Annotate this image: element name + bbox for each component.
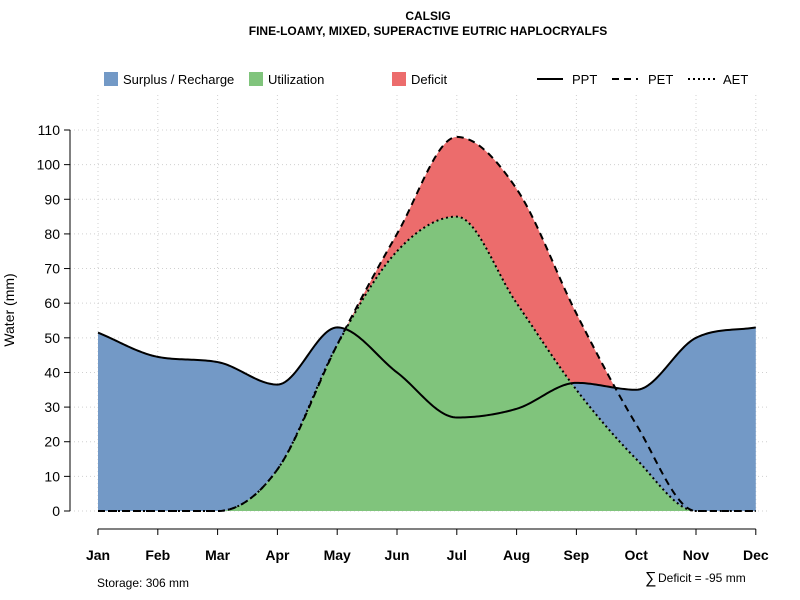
y-tick-label: 90 xyxy=(44,191,60,207)
series-lines xyxy=(97,135,756,512)
ppt-line xyxy=(97,326,756,419)
legend-label-deficit: Deficit xyxy=(411,72,448,87)
x-axis: Jan Feb Mar Apr May Jun Jul Aug Sep Oct Nov Dec xyxy=(86,528,769,563)
deficit-area xyxy=(98,136,756,511)
y-tick-label: 110 xyxy=(38,122,61,138)
x-tick-label: May xyxy=(324,547,351,563)
y-axis-label: Water (mm) xyxy=(1,273,17,346)
pet-line xyxy=(98,135,756,512)
legend-swatch-surplus xyxy=(104,72,118,86)
utilization-area xyxy=(98,216,756,511)
x-tick-label: Nov xyxy=(683,547,710,563)
surplus-area xyxy=(572,327,756,511)
legend: Surplus / Recharge Utilization Deficit P… xyxy=(104,72,748,87)
x-tick-label: Dec xyxy=(743,547,769,563)
x-tick-label: Mar xyxy=(205,547,230,563)
y-tick-label: 50 xyxy=(44,330,60,346)
x-tick-label: Oct xyxy=(625,547,649,563)
legend-swatch-utilization xyxy=(249,72,263,86)
y-tick-label: 70 xyxy=(44,261,60,277)
legend-label-aet: AET xyxy=(723,72,748,87)
x-tick-label: Jul xyxy=(447,547,467,563)
aet-line xyxy=(98,215,756,512)
legend-label-pet: PET xyxy=(648,72,673,87)
y-tick-label: 10 xyxy=(44,468,60,484)
storage-note: Storage: 306 mm xyxy=(97,576,189,590)
y-tick-label: 60 xyxy=(44,295,60,311)
y-tick-label: 80 xyxy=(44,226,60,242)
deficit-note: Deficit = -95 mm xyxy=(658,571,746,585)
area-fills xyxy=(98,136,756,511)
legend-label-surplus: Surplus / Recharge xyxy=(123,72,234,87)
y-tick-label: 0 xyxy=(52,503,60,519)
x-tick-label: Feb xyxy=(145,547,170,563)
x-tick-label: Jan xyxy=(86,547,110,563)
y-tick-label: 40 xyxy=(44,364,60,380)
y-tick-label: 100 xyxy=(37,157,61,173)
x-tick-label: Apr xyxy=(265,547,290,563)
legend-swatch-deficit xyxy=(392,72,406,86)
y-axis: 0 10 20 30 40 50 60 70 80 90 100 110 xyxy=(37,122,71,519)
y-tick-label: 30 xyxy=(44,399,60,415)
x-tick-label: Aug xyxy=(503,547,530,563)
surplus-area xyxy=(98,327,346,511)
chart-title: CALSIG xyxy=(405,9,450,23)
x-tick-label: Jun xyxy=(385,547,410,563)
sum-symbol: ∑ xyxy=(645,570,656,587)
legend-label-utilization: Utilization xyxy=(268,72,324,87)
legend-label-ppt: PPT xyxy=(572,72,597,87)
x-tick-label: Sep xyxy=(564,547,590,563)
y-tick-label: 20 xyxy=(44,434,60,450)
chart-subtitle: FINE-LOAMY, MIXED, SUPERACTIVE EUTRIC HA… xyxy=(249,24,607,38)
